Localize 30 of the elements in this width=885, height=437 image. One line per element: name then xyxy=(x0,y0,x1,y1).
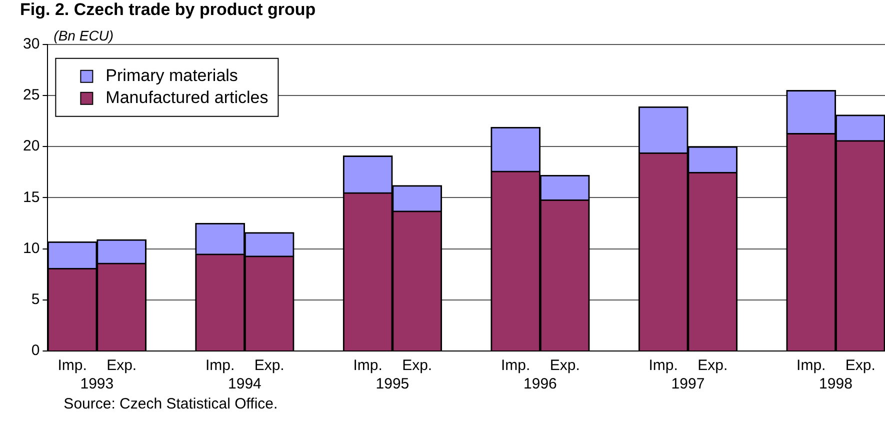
x-tick-label: Exp. xyxy=(254,357,284,374)
legend-label: Primary materials xyxy=(106,66,238,86)
x-tick-label: Imp. xyxy=(796,357,826,374)
text: 1993 xyxy=(80,376,114,393)
text: 1995 xyxy=(376,376,410,393)
chart-title: Fig. 2. Czech trade by product group xyxy=(20,0,316,19)
y-tick-label: 10 xyxy=(22,240,40,257)
x-tick-label: Exp. xyxy=(106,357,137,374)
y-axis-title: (Bn ECU) xyxy=(54,27,114,44)
y-tick-label: 5 xyxy=(31,291,40,308)
y-tick-label: 15 xyxy=(22,188,40,206)
x-tick-label: Imp. xyxy=(58,357,87,374)
text: 1994 xyxy=(228,376,262,393)
y-tick-label: 25 xyxy=(22,86,40,104)
x-tick-label: Imp. xyxy=(648,357,678,374)
x-tick-label: Imp. xyxy=(205,357,235,374)
x-tick-label: Imp. xyxy=(353,357,382,374)
x-tick-label: Exp. xyxy=(698,357,728,374)
legend-label: Manufactured articles xyxy=(106,88,268,108)
text: 1998 xyxy=(819,376,852,393)
text: 1997 xyxy=(671,376,705,393)
y-tick-label: 30 xyxy=(22,36,40,53)
x-tick-label: Exp. xyxy=(402,357,432,374)
x-tick-label: Imp. xyxy=(501,357,530,374)
source-note: Source: Czech Statistical Office. xyxy=(64,396,278,413)
y-tick-label: 20 xyxy=(22,138,40,155)
x-tick-label: Exp. xyxy=(845,357,876,374)
x-tick-label: Exp. xyxy=(550,357,580,374)
y-tick-label: 0 xyxy=(31,342,40,360)
text: 1996 xyxy=(524,376,557,393)
